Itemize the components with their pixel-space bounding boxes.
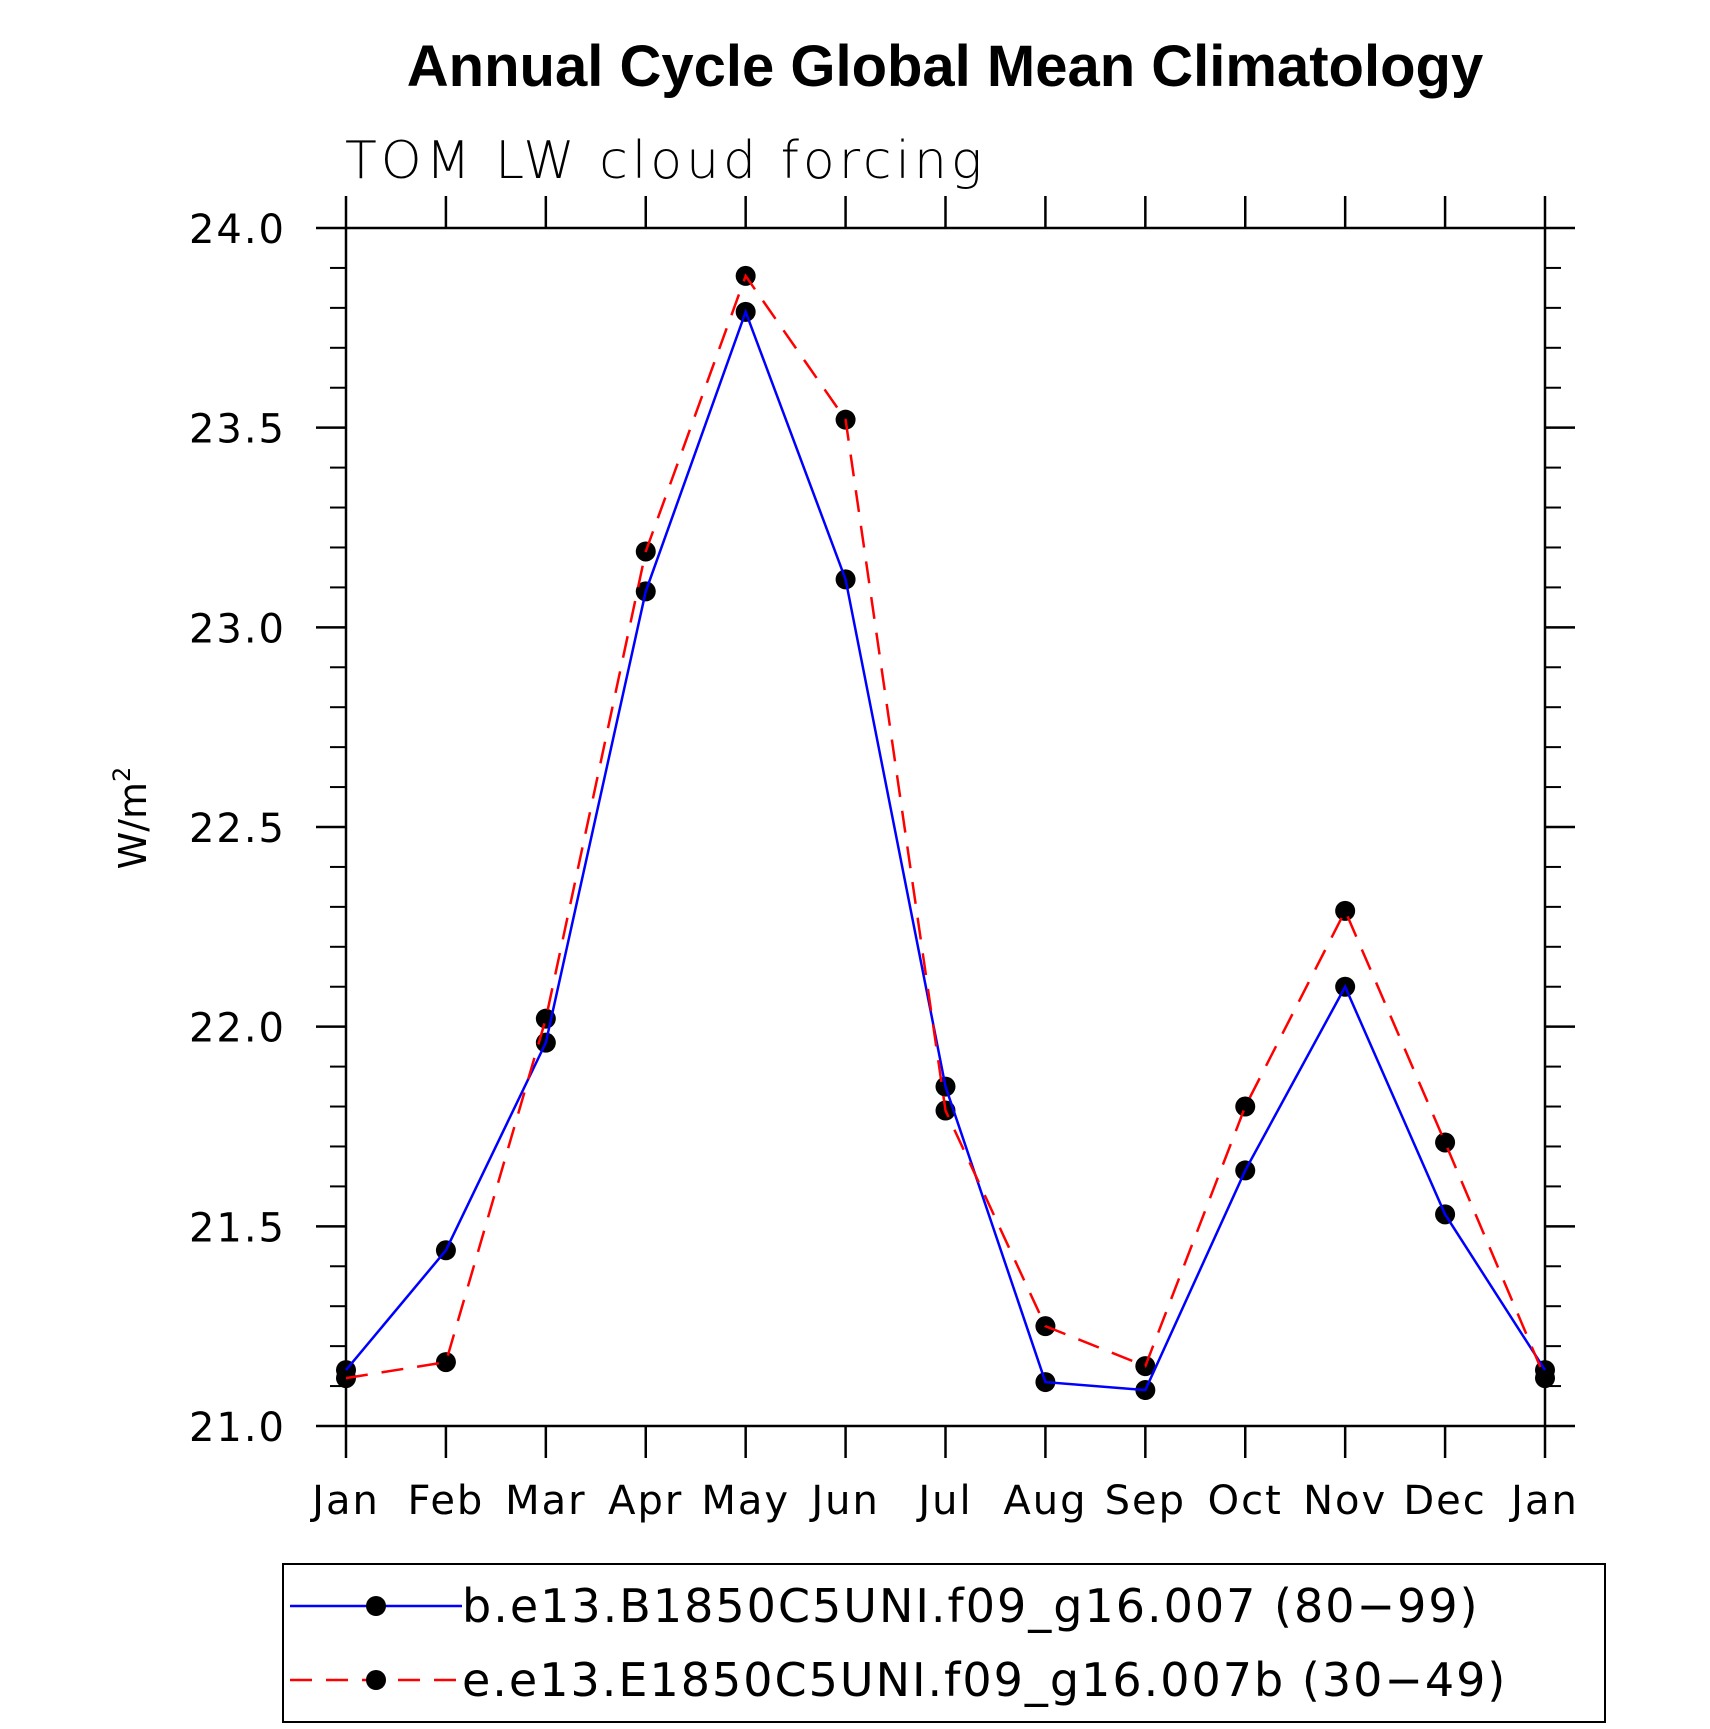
chart-title: Annual Cycle Global Mean Climatology (407, 34, 1483, 99)
x-tick-label: Jan (1508, 1478, 1579, 1524)
x-tick-label: Oct (1208, 1478, 1283, 1524)
legend-marker-series-1 (366, 1596, 386, 1616)
y-tick-label: 21.0 (189, 1405, 286, 1451)
y-tick-label: 23.0 (189, 606, 286, 652)
series-line-2 (345, 273, 1547, 1380)
x-tick-label: Aug (1003, 1478, 1087, 1524)
chart-subtitle: TOM LW cloud forcing (345, 131, 986, 191)
x-tick-label: Apr (608, 1478, 683, 1524)
series-layer (336, 265, 1555, 1401)
x-tick-label: Feb (408, 1478, 485, 1524)
data-point-series-2 (435, 1352, 456, 1373)
legend-box (282, 1563, 1606, 1723)
data-point-series-2 (1535, 1368, 1555, 1389)
y-tick-label: 21.5 (189, 1205, 286, 1251)
y-tick-label: 22.0 (189, 1006, 286, 1052)
x-tick-label: Mar (505, 1478, 586, 1524)
series-line-1 (345, 308, 1547, 1392)
legend-marker-series-2 (366, 1670, 386, 1690)
legend-label-series-1: b.e13.B1850C5UNI.f09_g16.007 (80−99) (462, 1579, 1480, 1633)
x-tick-label: Jul (915, 1478, 972, 1524)
data-point-series-2 (1235, 1096, 1256, 1117)
plot-frame (344, 226, 1547, 1428)
x-tick-label: Sep (1105, 1478, 1186, 1524)
legend: b.e13.B1850C5UNI.f09_g16.007 (80−99) e.e… (282, 1563, 1606, 1723)
legend-label-series-2: e.e13.E1850C5UNI.f09_g16.007b (30−49) (462, 1653, 1507, 1707)
y-tick-label: 22.5 (189, 806, 286, 852)
x-tick-label: Dec (1403, 1478, 1486, 1524)
y-tick-label: 24.0 (189, 207, 286, 253)
y-axis-label: W/m2 (108, 767, 155, 870)
data-point-series-2 (1435, 1132, 1456, 1153)
markers (336, 265, 1555, 1401)
x-tick-label: May (701, 1478, 790, 1524)
plot-axes: Jan Feb Mar Apr May Jun Jul Aug Sep Oct Nov Dec Jan 2… (189, 196, 1579, 1524)
svg-text:W/m2: W/m2 (108, 767, 155, 870)
y-axis-label-text: W/m (111, 782, 155, 869)
x-tick-label: Jan (309, 1478, 380, 1524)
x-tick-label: Nov (1303, 1478, 1387, 1524)
data-point-series-2 (1335, 900, 1356, 921)
x-tick-label: Jun (808, 1478, 880, 1524)
y-tick-label: 23.5 (189, 407, 286, 453)
y-axis-label-superscript: 2 (108, 767, 136, 782)
